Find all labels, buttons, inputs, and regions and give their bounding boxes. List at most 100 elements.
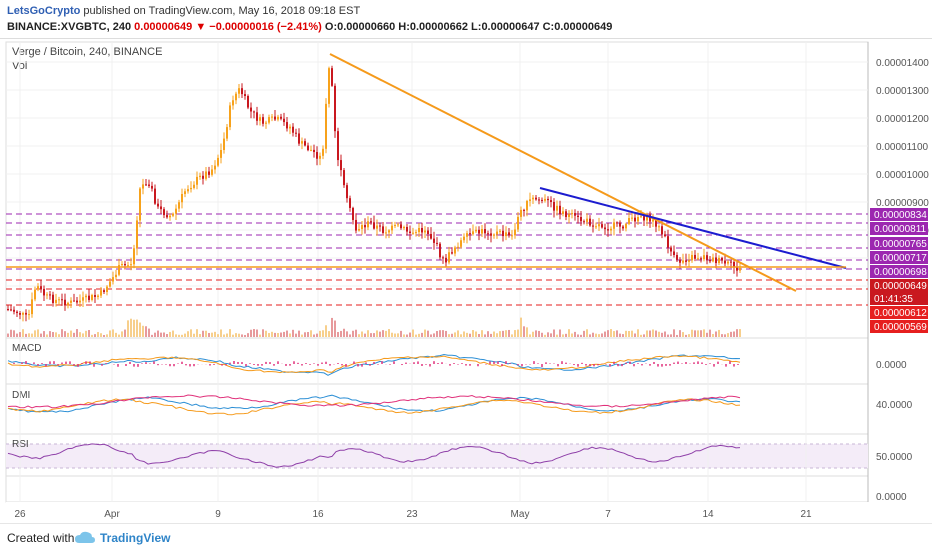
down-arrow-icon: ▼ — [195, 21, 207, 33]
candle-body — [574, 213, 576, 216]
candle-body — [409, 231, 411, 233]
candle-body — [124, 263, 126, 266]
candle-body — [220, 150, 222, 158]
candle-body — [55, 299, 57, 303]
candle-body — [163, 209, 165, 216]
volume-bar — [67, 332, 69, 337]
candle-body — [298, 133, 300, 144]
price-tag-bg — [870, 306, 928, 319]
volume-bar — [460, 334, 462, 337]
volume-bar — [601, 333, 603, 337]
candle-body — [295, 132, 297, 134]
price-tick: 0.00000900 — [876, 198, 929, 209]
volume-bar — [325, 325, 327, 337]
volume-bar — [715, 331, 717, 337]
blue-trendline[interactable] — [539, 187, 847, 269]
chart-area[interactable]: Verge / Bitcoin, 240, BINANCE Vol MACD D… — [0, 38, 932, 524]
candle-body — [487, 233, 489, 235]
symbol-label[interactable]: BINANCE:XVGBTC, 240 — [7, 21, 132, 33]
volume-bar — [412, 329, 414, 337]
candle-body — [349, 198, 351, 208]
candle-body — [52, 294, 54, 303]
volume-bar — [226, 333, 228, 337]
tradingview-brand-link[interactable]: TradingView — [100, 531, 171, 545]
volume-bar — [238, 333, 240, 337]
volume-bar — [718, 329, 720, 337]
candle-body — [457, 246, 459, 248]
candle-body — [202, 175, 204, 179]
volume-bar — [217, 334, 219, 337]
volume-bar — [10, 329, 12, 337]
volume-bar — [367, 330, 369, 337]
price-tag-label: 0.00000649 — [874, 281, 927, 292]
candle-body — [562, 211, 564, 215]
price-tag-label: 0.00000765 — [874, 239, 927, 250]
volume-bar — [106, 334, 108, 337]
candle-body — [646, 214, 648, 221]
price-tag-bg — [870, 292, 928, 305]
volume-bar — [235, 333, 237, 337]
volume-bar — [31, 333, 33, 337]
candle-body — [697, 258, 699, 260]
candle-body — [31, 299, 33, 315]
volume-bar — [43, 331, 45, 337]
candle-body — [661, 226, 663, 235]
volume-bar — [244, 334, 246, 337]
volume-bar — [670, 334, 672, 337]
lower-pane — [5, 475, 869, 503]
candlestick-series — [7, 65, 741, 322]
volume-bar — [13, 330, 15, 337]
candle-body — [61, 299, 63, 301]
author-link[interactable]: LetsGoCrypto — [7, 5, 81, 17]
price-tag-bg — [870, 279, 928, 292]
candle-body — [730, 261, 732, 263]
chart-canvas[interactable]: Verge / Bitcoin, 240, BINANCE Vol MACD D… — [0, 39, 932, 524]
volume-bar — [136, 319, 138, 337]
candle-body — [739, 267, 741, 271]
time-axis[interactable] — [6, 502, 868, 524]
volume-bar — [280, 332, 282, 337]
volume-bar — [334, 320, 336, 337]
candle-body — [715, 257, 717, 264]
volume-bar — [544, 334, 546, 337]
volume-bar — [37, 329, 39, 337]
volume-bar — [493, 331, 495, 337]
volume-bar — [661, 332, 663, 337]
candle-body — [658, 226, 660, 228]
candle-body — [514, 229, 516, 236]
candle-body — [10, 309, 12, 311]
price-tick: 0.00001400 — [876, 58, 929, 69]
volume-bar — [283, 331, 285, 337]
volume-bar — [82, 333, 84, 337]
volume-bar — [40, 333, 42, 337]
candle-body — [100, 290, 102, 296]
volume-bar — [547, 332, 549, 337]
candle-body — [583, 221, 585, 223]
volume-bar — [430, 334, 432, 337]
volume-bar — [193, 333, 195, 337]
volume-bar — [250, 329, 252, 337]
volume-bar — [556, 334, 558, 337]
volume-bar — [112, 329, 114, 337]
candle-body — [292, 126, 294, 133]
candle-body — [199, 175, 201, 177]
main-pane[interactable] — [5, 41, 869, 339]
candle-body — [520, 209, 522, 217]
volume-bar — [625, 330, 627, 337]
volume-bar — [586, 329, 588, 337]
volume-bar — [202, 330, 204, 337]
volume-bar — [535, 330, 537, 337]
candle-body — [40, 286, 42, 289]
volume-bar — [274, 332, 276, 337]
volume-bar — [304, 332, 306, 337]
orange-trendline[interactable] — [329, 53, 797, 292]
volume-bar — [253, 329, 255, 337]
volume-bar — [577, 334, 579, 337]
candle-body — [541, 199, 543, 201]
volume-bar — [409, 332, 411, 337]
volume-bar — [373, 333, 375, 337]
macd-pane[interactable] — [5, 337, 869, 385]
volume-bar — [265, 330, 267, 337]
volume-bar — [337, 332, 339, 337]
volume-bar — [664, 331, 666, 337]
